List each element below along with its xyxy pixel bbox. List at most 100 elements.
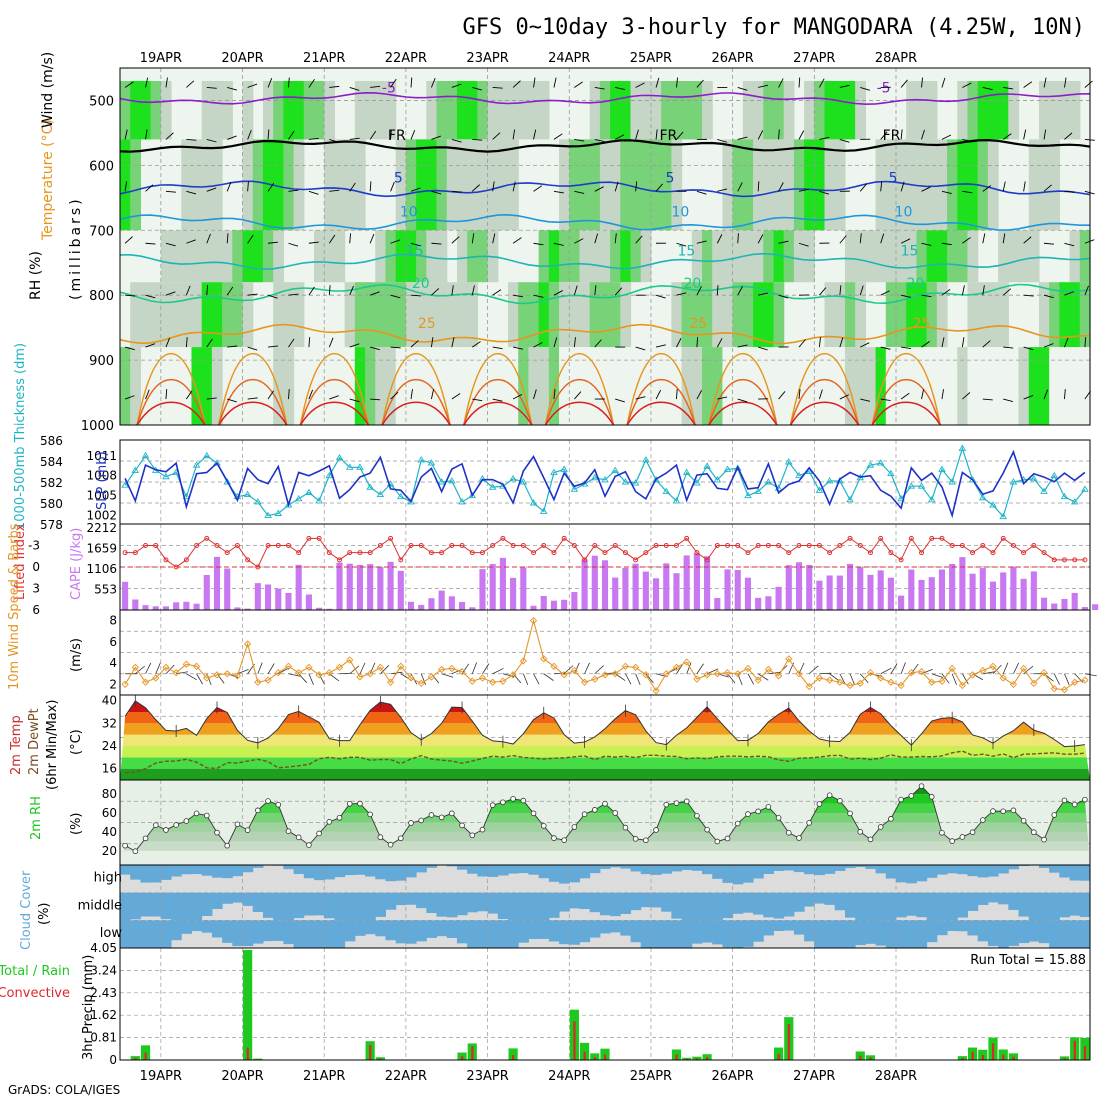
wind-speed-point bbox=[427, 673, 436, 681]
upper-wind-barb bbox=[1043, 184, 1052, 192]
upper-wind-barb bbox=[614, 287, 623, 296]
cape-bar bbox=[254, 583, 261, 610]
rh-shade-cell bbox=[324, 347, 336, 425]
wind-speed-point bbox=[621, 662, 630, 670]
wind-speed-point bbox=[529, 616, 538, 625]
rh-shade-cell bbox=[681, 80, 693, 140]
rh-point bbox=[745, 811, 751, 817]
cape-bar bbox=[714, 598, 721, 610]
upper-wind-barb bbox=[185, 390, 193, 400]
rh-shade-cell bbox=[620, 80, 632, 140]
rh-shade-cell bbox=[130, 282, 142, 348]
upper-wind-barb bbox=[1064, 291, 1074, 296]
li-point bbox=[377, 543, 383, 548]
rh-shade-cell bbox=[998, 347, 1009, 425]
upper-wind-barb bbox=[839, 235, 847, 244]
cloud-cell bbox=[844, 892, 856, 918]
cloud-cell bbox=[987, 865, 999, 877]
rh-shade-cell bbox=[936, 230, 948, 283]
thickness-point bbox=[978, 493, 987, 501]
temp-band bbox=[120, 734, 1090, 746]
upper-wind-barb bbox=[472, 341, 481, 348]
upper-wind-barb bbox=[451, 138, 462, 143]
rh-shade-cell bbox=[569, 282, 581, 348]
wind-speed-point bbox=[1060, 686, 1069, 694]
surface-temp-contour bbox=[871, 401, 941, 426]
upper-wind-barb bbox=[594, 186, 604, 192]
cloud-cell bbox=[303, 892, 315, 916]
rh-shade-cell bbox=[1069, 347, 1081, 425]
rh-shade-cell bbox=[875, 230, 887, 283]
upper-wind-barb bbox=[962, 138, 973, 143]
wind-speed-point bbox=[683, 658, 691, 666]
cloud-cell bbox=[548, 920, 560, 942]
upper-wind-barb bbox=[533, 389, 537, 400]
surface-temp-contour bbox=[381, 352, 451, 426]
rh-point bbox=[918, 783, 925, 789]
thickness-point bbox=[723, 465, 732, 472]
cloud-cell bbox=[446, 892, 458, 918]
cape-bar bbox=[540, 595, 547, 610]
upper-wind-barb bbox=[941, 190, 952, 194]
upper-wind-barb bbox=[737, 286, 743, 296]
precip-conv-bar bbox=[777, 1053, 780, 1060]
upper-wind-barb bbox=[390, 391, 399, 400]
li-point bbox=[153, 543, 159, 548]
temp-contour-label: -5 bbox=[877, 81, 891, 97]
upper-wind-barb bbox=[901, 294, 911, 298]
slp-axis-label: SLP (mb) bbox=[95, 451, 110, 510]
upper-wind-barb bbox=[1002, 288, 1012, 296]
cape-bar bbox=[336, 562, 343, 610]
thickness-point bbox=[488, 483, 497, 490]
rh2-unit-label: (%) bbox=[69, 813, 84, 836]
li-point bbox=[469, 550, 475, 556]
wind-speed-point bbox=[642, 671, 650, 679]
rh-shade-cell bbox=[456, 230, 468, 283]
cloud-cell bbox=[957, 865, 968, 875]
rh-point bbox=[500, 799, 506, 806]
cloud-cell bbox=[252, 865, 264, 868]
precip-total-bar bbox=[579, 1042, 590, 1060]
cloud-cell bbox=[1049, 892, 1060, 921]
rh-shade-cell bbox=[314, 80, 325, 140]
rh-shade-cell bbox=[405, 139, 417, 231]
wind-speed-point bbox=[754, 676, 762, 684]
rh-point bbox=[755, 808, 761, 815]
upper-wind-barb bbox=[676, 131, 684, 140]
rh-shade-cell bbox=[130, 347, 142, 425]
wind-speed-point bbox=[448, 664, 456, 673]
surface-wind-barb bbox=[625, 673, 632, 685]
thickness-point bbox=[366, 483, 374, 490]
surface-wind-barb bbox=[267, 663, 275, 674]
cape-bar bbox=[795, 562, 803, 610]
cloud-cell bbox=[242, 920, 254, 947]
li-point bbox=[990, 550, 996, 556]
rh-shade-cell bbox=[804, 230, 815, 283]
rh-shade-cell bbox=[977, 80, 989, 140]
upper-wind-barb bbox=[574, 190, 585, 194]
upper-wind-barb bbox=[308, 78, 315, 88]
cloud-cell bbox=[671, 865, 683, 872]
li-point bbox=[663, 543, 669, 548]
upper-wind-barb bbox=[553, 242, 564, 246]
precip-conv-bar bbox=[695, 1058, 699, 1060]
cape-bar bbox=[571, 592, 578, 610]
thickness-point bbox=[958, 444, 967, 451]
li-point bbox=[776, 543, 782, 548]
upper-wind-barb bbox=[288, 130, 295, 140]
upper-wind-barb bbox=[635, 396, 646, 400]
rh-shade-cell bbox=[222, 80, 233, 140]
temp-contour-label: FR bbox=[388, 128, 406, 144]
upper-wind-barb bbox=[982, 285, 985, 296]
wind-speed-point bbox=[233, 672, 242, 680]
cape-bar bbox=[673, 573, 680, 610]
upper-wind-barb bbox=[267, 182, 275, 192]
li-point bbox=[132, 550, 138, 556]
wind-speed-point bbox=[335, 663, 344, 672]
rh-shade-cell bbox=[150, 80, 162, 140]
rh-shade-cell bbox=[947, 230, 958, 283]
rh-shade-cell bbox=[508, 347, 519, 425]
upper-wind-barb bbox=[145, 294, 156, 299]
li-point bbox=[337, 557, 343, 563]
upper-wind-barb bbox=[717, 188, 728, 192]
